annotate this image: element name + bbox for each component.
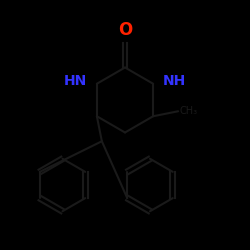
Text: NH: NH: [163, 74, 186, 88]
Text: CH₃: CH₃: [180, 106, 198, 116]
Text: HN: HN: [64, 74, 87, 88]
Text: O: O: [118, 21, 132, 39]
